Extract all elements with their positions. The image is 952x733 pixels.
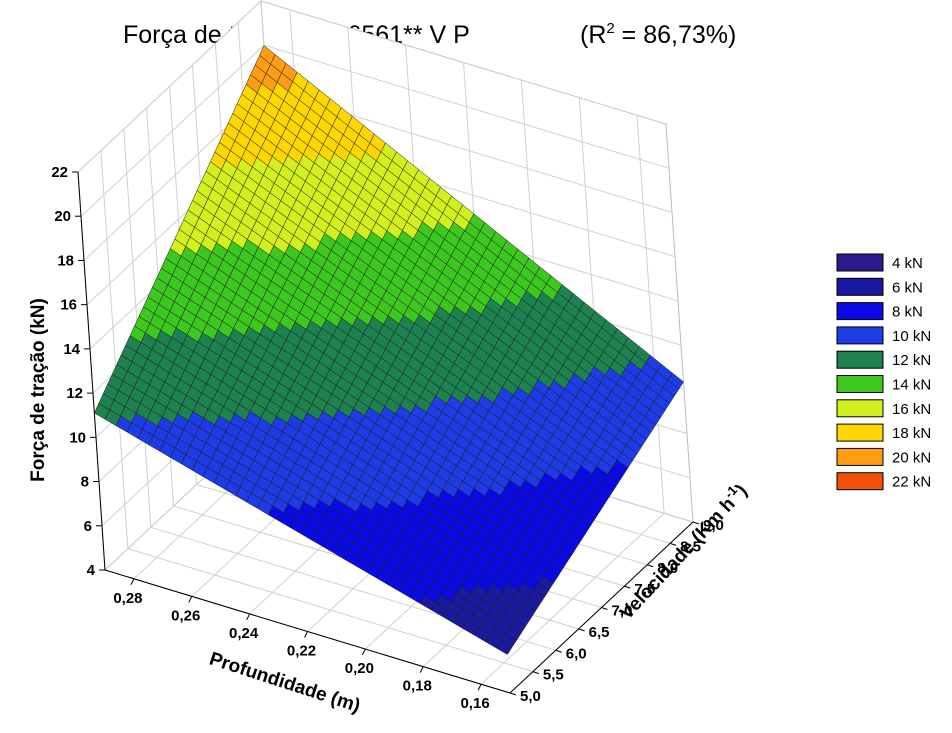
x-tick-label: 0,16 bbox=[460, 695, 489, 712]
x-tick-mark bbox=[189, 596, 192, 602]
legend-label: 18 kN bbox=[892, 425, 931, 442]
z-tick-label: 10 bbox=[69, 429, 86, 446]
legend-swatch bbox=[837, 473, 883, 490]
y-tick-mark bbox=[624, 586, 630, 588]
y-tick-label: 5,0 bbox=[520, 688, 541, 705]
x-tick-mark bbox=[478, 684, 481, 690]
legend-label: 12 kN bbox=[892, 352, 931, 369]
x-tick-label: 0,22 bbox=[287, 643, 316, 660]
legend-label: 6 kN bbox=[892, 279, 923, 296]
legend-swatch bbox=[837, 448, 883, 465]
z-tick-label: 16 bbox=[60, 297, 77, 314]
legend: 4 kN 6 kN 8 kN 10 kN 12 kN 14 kN 16 kN 18 kN 20 … bbox=[837, 254, 931, 491]
z-tick-label: 14 bbox=[63, 341, 80, 358]
legend-label: 22 kN bbox=[892, 474, 931, 491]
x-tick-mark bbox=[420, 667, 423, 673]
z-axis-title: Força de tração (kN) bbox=[28, 298, 49, 482]
y-tick-label: 6,0 bbox=[566, 645, 587, 662]
x-axis-title: Profundidade (m) bbox=[207, 648, 363, 717]
x-tick-label: 0,26 bbox=[171, 607, 200, 624]
legend-label: 14 kN bbox=[892, 377, 931, 394]
x-tick-mark bbox=[305, 632, 308, 638]
x-tick-label: 0,24 bbox=[229, 625, 259, 642]
legend-swatch bbox=[837, 351, 883, 368]
legend-swatch bbox=[837, 254, 883, 271]
z-tick-label: 6 bbox=[84, 518, 92, 535]
z-tick-label: 12 bbox=[66, 385, 83, 402]
legend-label: 4 kN bbox=[892, 255, 923, 272]
y-tick-label: 6,5 bbox=[589, 624, 610, 641]
y-tick-mark bbox=[579, 629, 585, 631]
z-tick-label: 4 bbox=[87, 562, 96, 579]
y-tick-mark bbox=[556, 650, 562, 652]
legend-swatch bbox=[837, 424, 883, 441]
legend-swatch bbox=[837, 327, 883, 344]
legend-label: 20 kN bbox=[892, 449, 931, 466]
legend-label: 10 kN bbox=[892, 328, 931, 345]
x-tick-label: 0,28 bbox=[113, 590, 142, 607]
chart-r2: (R2 = 86,73%) bbox=[580, 20, 736, 49]
z-tick-label: 8 bbox=[81, 474, 89, 491]
z-tick-label: 20 bbox=[54, 208, 71, 225]
legend-swatch bbox=[837, 376, 883, 393]
x-tick-mark bbox=[247, 614, 250, 620]
x-tick-label: 0,18 bbox=[403, 678, 432, 695]
y-tick-mark bbox=[533, 672, 539, 674]
y-tick-mark bbox=[510, 693, 516, 695]
legend-label: 8 kN bbox=[892, 304, 923, 321]
y-tick-mark bbox=[602, 608, 608, 610]
z-tick-label: 18 bbox=[57, 252, 74, 269]
z-tick-label: 22 bbox=[51, 164, 68, 181]
x-tick-mark bbox=[362, 649, 365, 655]
y-tick-label: 5,5 bbox=[543, 667, 564, 684]
legend-swatch bbox=[837, 278, 883, 295]
x-tick-mark bbox=[131, 579, 134, 585]
x-tick-label: 0,20 bbox=[345, 660, 374, 677]
legend-label: 16 kN bbox=[892, 401, 931, 418]
y-tick-mark bbox=[647, 565, 653, 567]
legend-swatch bbox=[837, 400, 883, 417]
legend-swatch bbox=[837, 303, 883, 320]
